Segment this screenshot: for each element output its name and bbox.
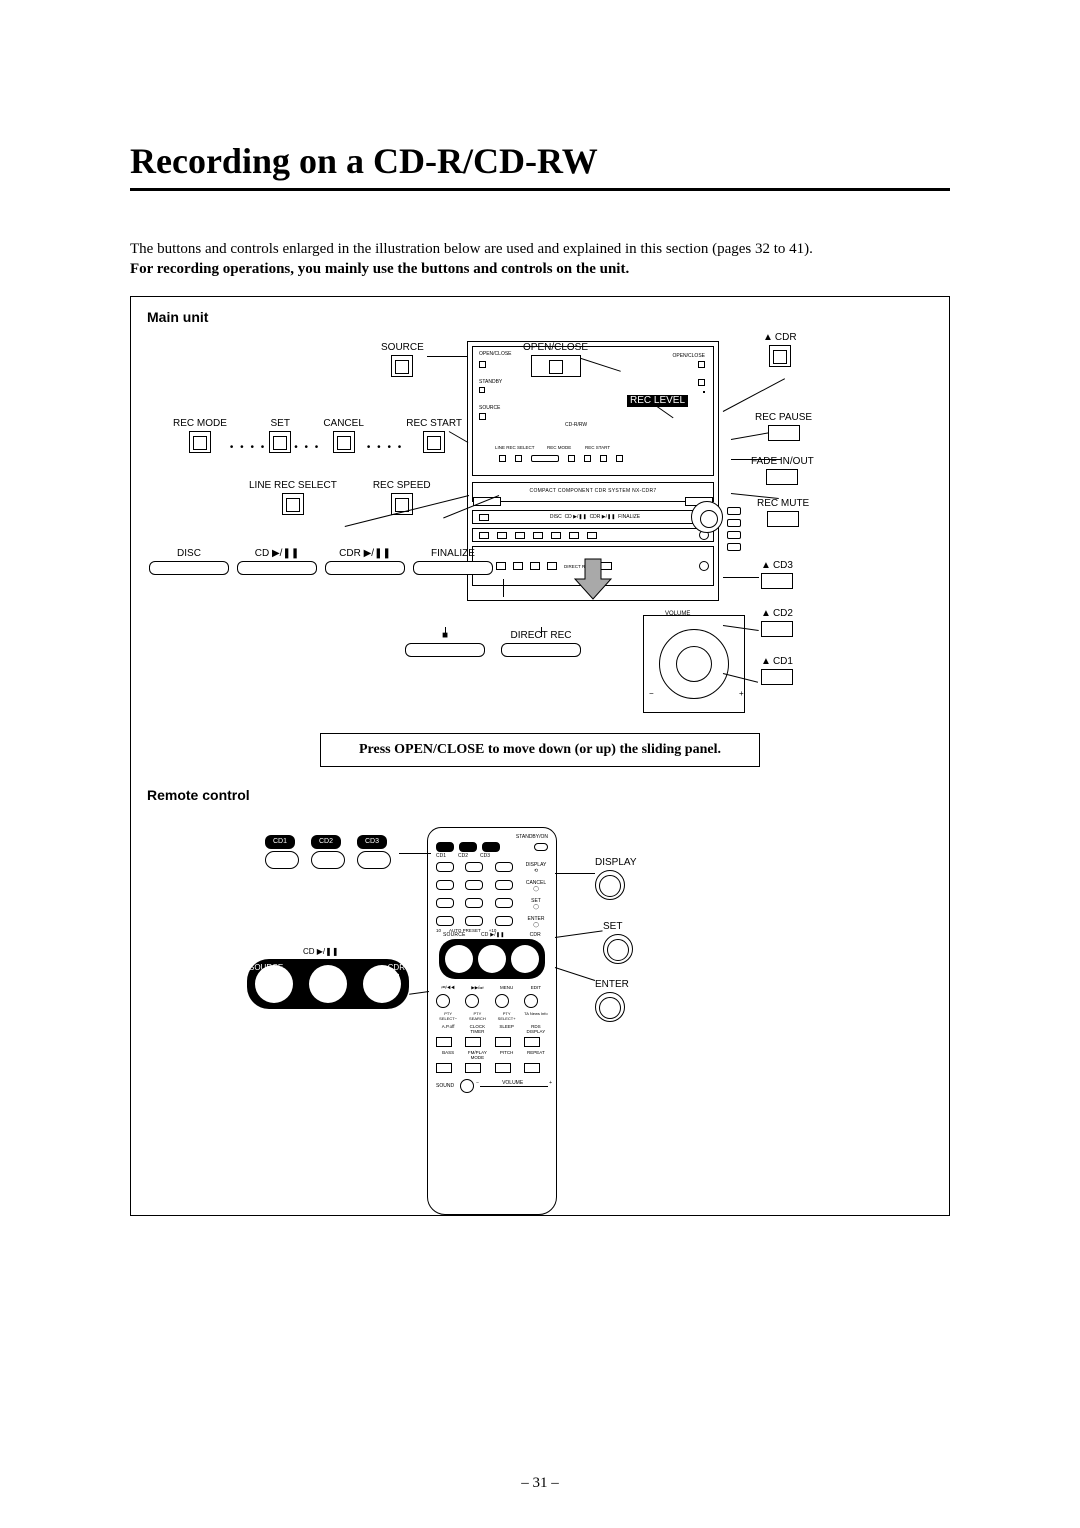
callout-recmode-row: REC MODE • • • • SET • • • CANCEL • • • … (173, 419, 462, 453)
volume-minus: − (649, 689, 654, 698)
remote-control-label: Remote control (147, 787, 937, 803)
unit-cd-tray: COMPACT COMPONENT CDR SYSTEM NX-CDR7 (472, 482, 714, 502)
callout-cd2: ▲CD2 (761, 609, 793, 637)
callout-remote-cd123: CD1 CD2 CD3 (265, 835, 391, 869)
help-box: Press OPEN/CLOSE to move down (or up) th… (320, 733, 760, 767)
page-number: – 31 – (0, 1475, 1080, 1492)
callout-stop-direct: ■ DIRECT REC (405, 631, 581, 657)
callout-remote-set: SET (603, 921, 633, 964)
callout-source: SOURCE (381, 343, 424, 377)
figure-frame: Main unit OPEN/CLOSE STANDBY SOURCE OPEN… (130, 296, 950, 1216)
main-unit-label: Main unit (147, 309, 937, 325)
volume-plus: + (739, 689, 744, 698)
rec-level-knob (691, 501, 723, 533)
side-ticks (727, 507, 741, 551)
callout-remote-display: DISPLAY (595, 857, 637, 900)
callout-rec-pause: REC PAUSE (755, 413, 812, 441)
unit-display: OPEN/CLOSE STANDBY SOURCE OPEN/CLOSE CD-… (472, 346, 714, 476)
intro-line-1: The buttons and controls enlarged in the… (130, 241, 950, 258)
title-rule (130, 188, 950, 191)
callout-rec-level: REC LEVEL (627, 395, 688, 407)
callout-open-close: OPEN/CLOSE (523, 343, 588, 377)
callout-linerec-row: LINE REC SELECT REC SPEED (249, 481, 431, 515)
callout-fade: FADE IN/OUT (751, 457, 814, 485)
callout-rec-mute: REC MUTE (757, 499, 809, 527)
callout-cd3: ▲CD3 (761, 561, 793, 589)
remote-body: STANDBY/ON CD1CD2CD3 DISPLAY⟲ CANCEL◯ SE… (427, 827, 557, 1215)
callout-disc-row: DISC CD ▶/❚❚ CDR ▶/❚❚ FINALIZE (149, 549, 493, 575)
page-title: Recording on a CD-R/CD-RW (130, 140, 950, 182)
callout-cd1: ▲CD1 (761, 657, 793, 685)
callout-remote-rocker: SOURCE CD ▶/❚❚ CDR ▶/❚❚ (247, 945, 409, 1015)
volume-knob-inner (676, 646, 712, 682)
callout-remote-enter: ENTER (595, 979, 629, 1022)
main-unit-diagram: OPEN/CLOSE STANDBY SOURCE OPEN/CLOSE CD-… (143, 331, 937, 701)
remote-diagram: STANDBY/ON CD1CD2CD3 DISPLAY⟲ CANCEL◯ SE… (143, 821, 937, 1231)
panel-arrow-icon (571, 557, 615, 601)
volume-label: VOLUME (665, 611, 690, 617)
callout-cdr-eject: ▲CDR (763, 333, 797, 367)
intro-line-2: For recording operations, you mainly use… (130, 261, 950, 278)
